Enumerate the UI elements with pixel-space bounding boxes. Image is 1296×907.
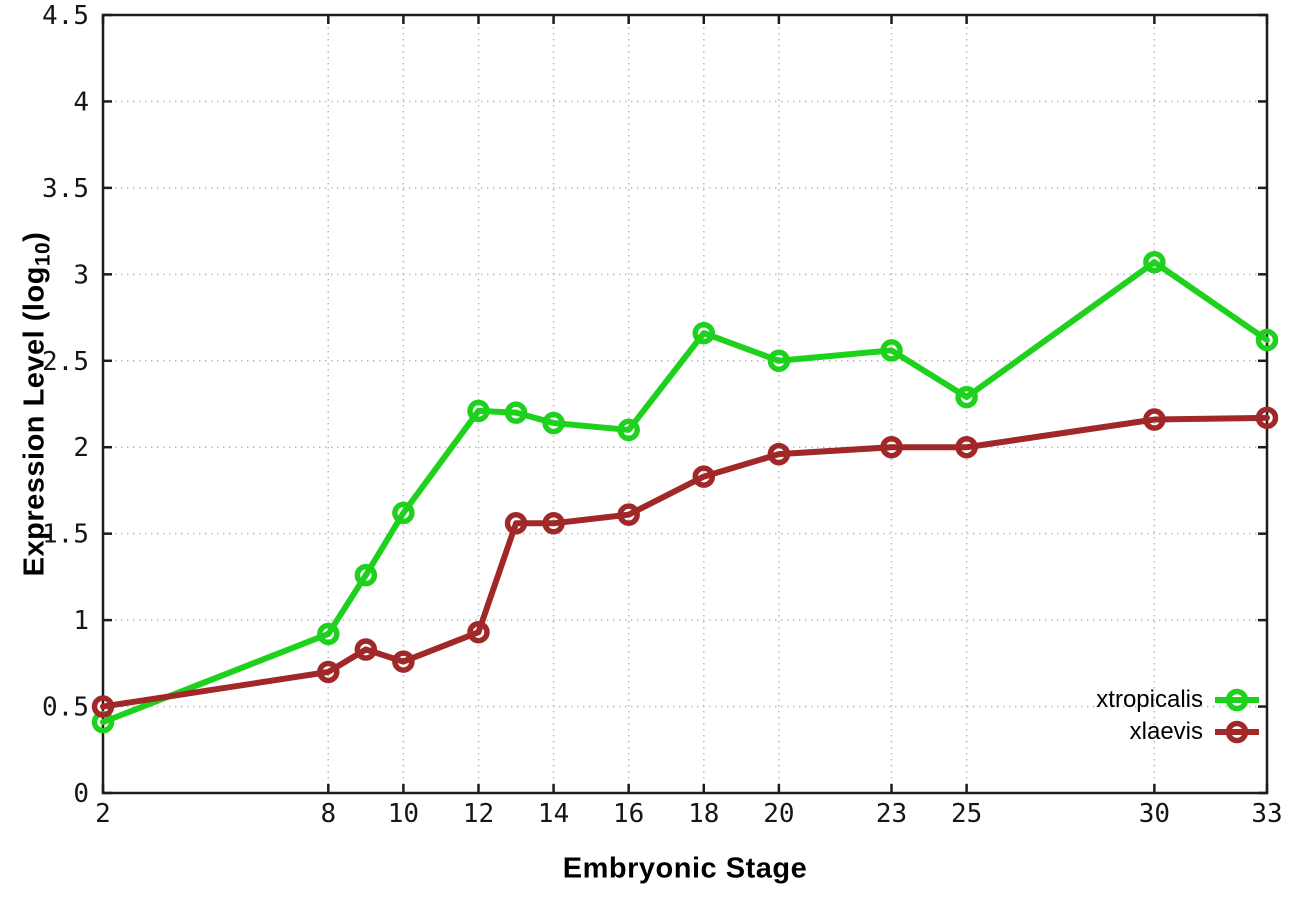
y-axis-title-suffix: ) — [18, 231, 51, 242]
y-tick-label: 4.5 — [42, 1, 89, 31]
data-marker-xtropicalis — [467, 399, 490, 423]
data-marker-xtropicalis — [692, 321, 716, 345]
y-tick-label: 1 — [73, 606, 89, 636]
y-tick-label: 3.5 — [42, 174, 89, 204]
data-marker-xlaevis — [692, 465, 716, 488]
data-marker-xlaevis — [317, 660, 340, 684]
data-marker-xlaevis — [354, 638, 378, 661]
y-axis-title: Expression Level (log10) — [18, 232, 55, 577]
legend-label-xlaevis: xlaevis — [1129, 718, 1203, 745]
data-marker-xlaevis — [542, 512, 565, 535]
y-tick-label: 2.5 — [42, 347, 89, 377]
legend-entry-xtropicalis: xtropicalis — [1096, 684, 1260, 716]
y-tick-label: 3 — [73, 260, 89, 290]
data-marker-xlaevis — [504, 512, 528, 535]
data-marker-xlaevis — [1255, 406, 1279, 430]
x-axis-title: Embryonic Stage — [562, 852, 808, 885]
data-marker-xtropicalis — [317, 622, 340, 646]
data-marker-xtropicalis — [504, 401, 528, 424]
x-tick-label: 20 — [763, 799, 794, 829]
data-marker-xtropicalis — [542, 411, 565, 435]
data-marker-xlaevis — [617, 503, 640, 526]
data-marker-xtropicalis — [955, 385, 978, 409]
y-axis-title-subscript: 10 — [31, 241, 55, 267]
x-tick-label: 16 — [613, 799, 644, 829]
x-tick-label: 2 — [95, 799, 111, 829]
y-tick-label: 4 — [73, 87, 89, 117]
data-marker-xtropicalis — [1255, 328, 1279, 352]
data-marker-xtropicalis — [392, 501, 415, 525]
x-tick-label: 8 — [320, 799, 336, 829]
y-tick-label: 0.5 — [42, 693, 89, 723]
series-line-xlaevis — [100, 414, 1270, 710]
x-tick-label: 30 — [1139, 799, 1170, 829]
data-marker-xlaevis — [467, 620, 490, 644]
legend-label-xtropicalis: xtropicalis — [1096, 686, 1203, 713]
x-tick-label: 12 — [463, 799, 494, 829]
x-tick-label: 14 — [538, 799, 569, 829]
data-marker-xtropicalis — [617, 418, 640, 442]
data-marker-xlaevis — [767, 442, 791, 466]
plot-border — [101, 13, 1269, 795]
data-marker-xtropicalis — [354, 563, 378, 587]
legend: xtropicalis xlaevis — [1096, 684, 1260, 748]
x-tick-label: 23 — [876, 799, 907, 829]
legend-entry-xlaevis: xlaevis — [1096, 716, 1260, 748]
series-line-xtropicalis — [100, 259, 1270, 726]
data-marker-xlaevis — [1143, 408, 1166, 431]
y-tick-label: 1.5 — [42, 520, 89, 550]
y-axis-title-text: Expression Level (log — [18, 266, 51, 577]
x-tick-label: 33 — [1251, 799, 1282, 829]
x-tick-label: 18 — [688, 799, 719, 829]
data-marker-xtropicalis — [880, 339, 903, 362]
x-tick-label: 10 — [388, 799, 419, 829]
y-tick-label: 0 — [73, 779, 89, 809]
data-marker-xlaevis — [392, 650, 415, 673]
y-tick-label: 2 — [73, 433, 89, 463]
data-marker-xtropicalis — [1143, 250, 1166, 274]
data-marker-xlaevis — [91, 695, 115, 718]
data-marker-xlaevis — [955, 435, 978, 459]
legend-sample-line-icon — [1215, 720, 1259, 744]
x-tick-label: 25 — [951, 799, 982, 829]
data-marker-xtropicalis — [767, 349, 791, 373]
data-marker-xlaevis — [880, 435, 903, 459]
legend-sample-line-icon — [1215, 688, 1259, 712]
